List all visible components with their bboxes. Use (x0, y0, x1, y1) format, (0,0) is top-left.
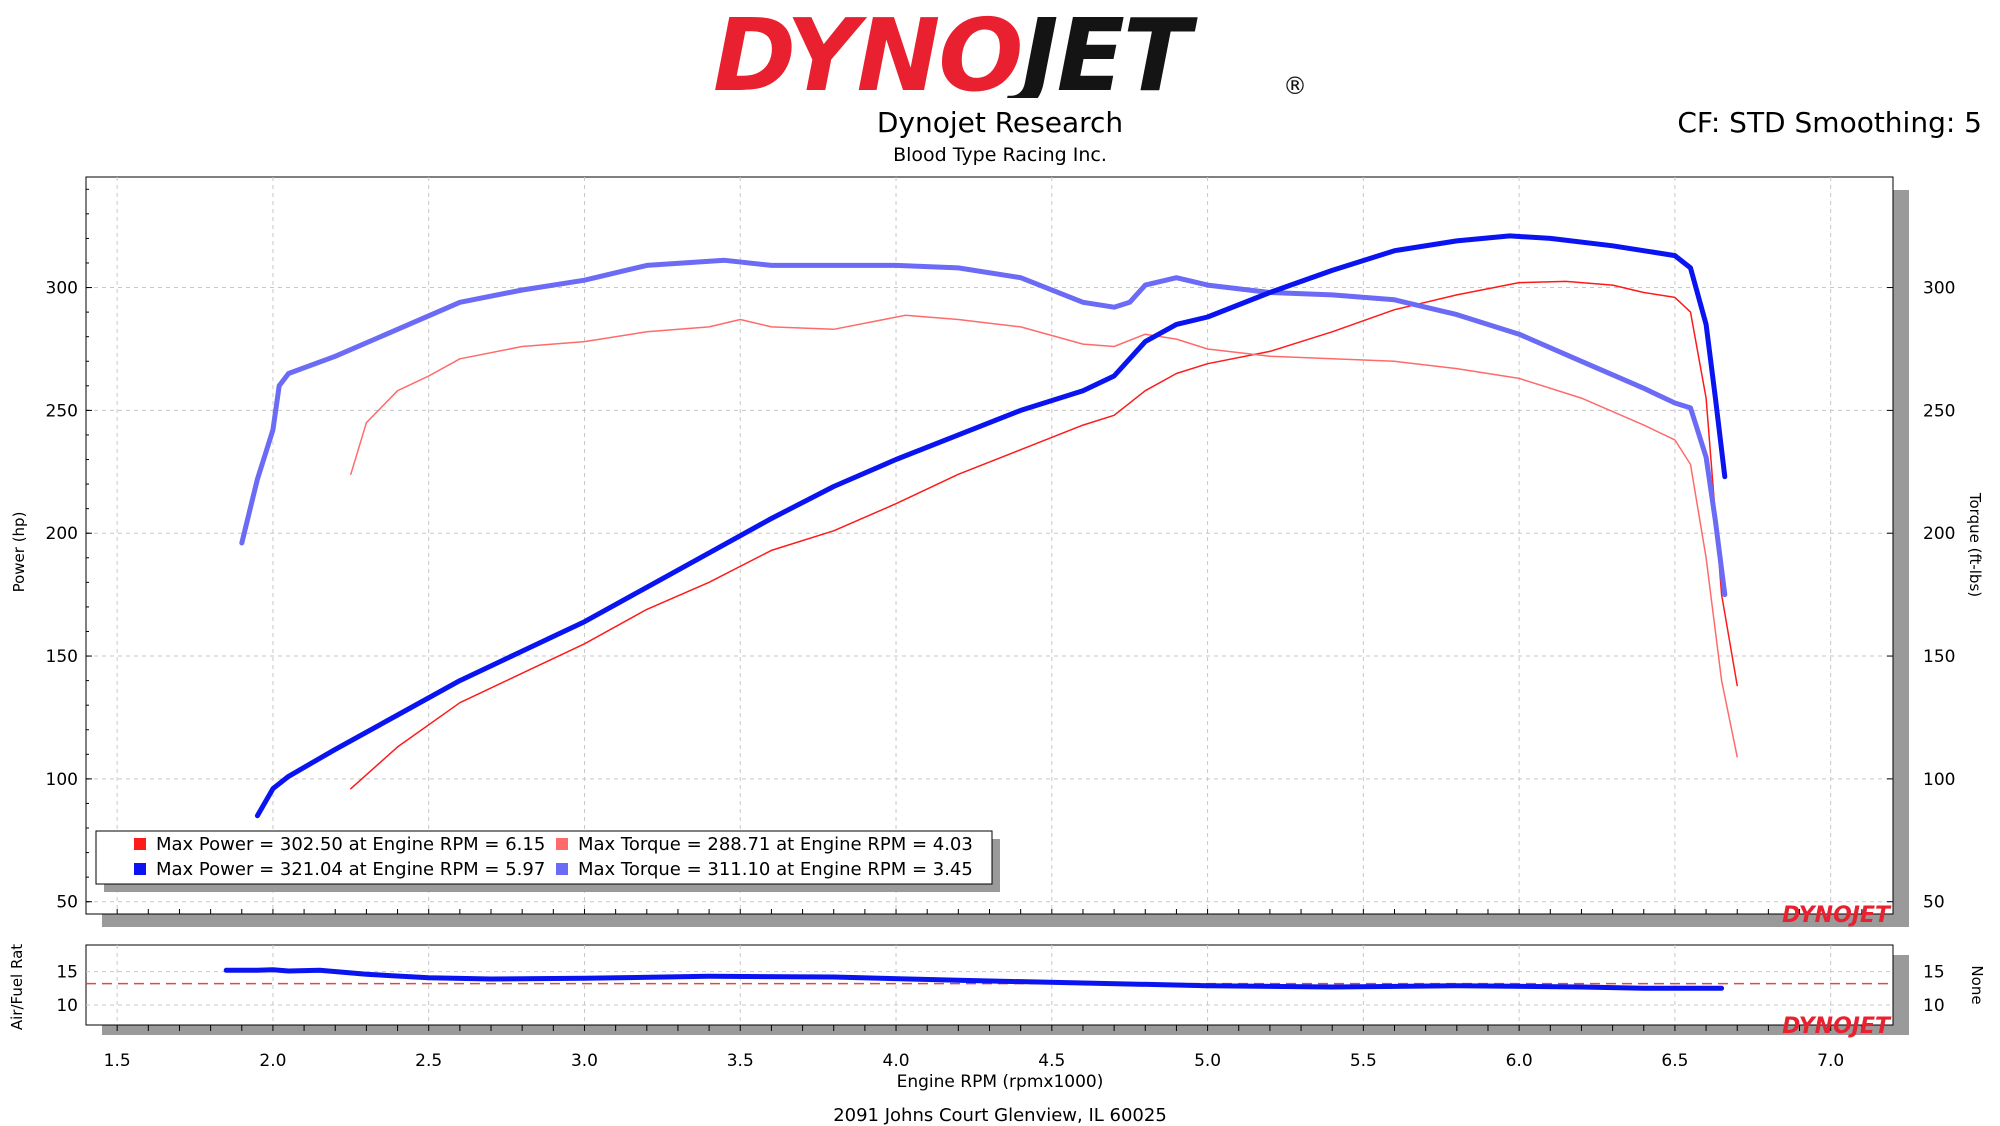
legend-swatch-torque-blue (556, 863, 568, 875)
legend-swatch-torque-red (556, 838, 568, 850)
legend-entry-power-blue: Max Power = 321.04 at Engine RPM = 5.97 (156, 859, 545, 880)
x-tick-label: 3.0 (571, 1051, 598, 1071)
dynojet-logo: DYNOJET ® (713, 6, 1305, 98)
x-tick-label: 4.5 (1038, 1051, 1065, 1071)
legend-entry-torque-blue: Max Torque = 311.10 at Engine RPM = 3.45 (578, 859, 973, 880)
main-plot-frame (85, 176, 1894, 915)
legend-swatch-power-red (134, 838, 146, 850)
x-tick-label: 2.0 (259, 1051, 286, 1071)
x-tick-label: 6.0 (1506, 1051, 1533, 1071)
x-axis-label: Engine RPM (rpmx1000) (897, 1072, 1104, 1092)
legend-swatch-power-blue (134, 863, 146, 875)
y-axis-label: Power (hp) (10, 512, 28, 593)
series-line-power-0 (350, 280, 1738, 790)
x-tick-label: 6.5 (1661, 1051, 1688, 1071)
y-tick-label: 100 (46, 770, 78, 790)
y2-tick-label: 50 (1923, 893, 1945, 913)
y-tick-label: 250 (46, 401, 78, 421)
y2-tick-label: 200 (1923, 524, 1955, 544)
legend-entry-torque-red: Max Torque = 288.71 at Engine RPM = 4.03 (578, 834, 973, 855)
legend-box (95, 830, 993, 885)
x-tick-label: 5.0 (1194, 1051, 1221, 1071)
legend: Max Power = 302.50 at Engine RPM = 6.15 … (95, 830, 1000, 892)
y-tick-label: 150 (46, 647, 78, 667)
y-tick-label: 50 (56, 893, 78, 913)
series-line-torque-3 (239, 257, 1728, 598)
watermark-main: DYNOJET (1782, 903, 1892, 928)
watermark-afr: DYNOJET (1782, 1014, 1892, 1039)
y2-tick-label: 150 (1923, 647, 1955, 667)
x-tick-label: 7.0 (1817, 1051, 1844, 1071)
y-tick-label: 300 (46, 279, 78, 299)
main-grid (86, 177, 1893, 914)
footer-address: 2091 Johns Court Glenview, IL 60025 (833, 1105, 1167, 1126)
x-tick-label: 1.5 (104, 1051, 131, 1071)
afr-y2-axis-label: None (1968, 965, 1986, 1004)
afr-y2-tick-label: 15 (1923, 963, 1945, 983)
logo-wordmark: DYNOJET (713, 6, 1198, 98)
chart-subtitle: Blood Type Racing Inc. (893, 144, 1107, 166)
x-tick-label: 3.5 (727, 1051, 754, 1071)
y2-tick-label: 250 (1923, 401, 1955, 421)
y2-tick-label: 100 (1923, 770, 1955, 790)
registered-mark: ® (1283, 72, 1305, 98)
legend-entry-power-red: Max Power = 302.50 at Engine RPM = 6.15 (156, 834, 545, 855)
y2-tick-label: 300 (1923, 279, 1955, 299)
afr-y2-tick-label: 10 (1923, 996, 1945, 1016)
y-tick-label: 200 (46, 524, 78, 544)
afr-y-tick-label: 15 (56, 963, 78, 983)
afr-y-tick-label: 10 (56, 996, 78, 1016)
afr-y-axis-label: Air/Fuel Rat (8, 944, 26, 1030)
chart-title: Dynojet Research (876, 106, 1124, 139)
afr-grid (86, 945, 1893, 1025)
series-line-afr-0 (223, 967, 1725, 991)
afr-plot-frame (85, 944, 1894, 1026)
y2-axis-label: Torque (ft-lbs) (1966, 492, 1984, 597)
x-tick-label: 5.5 (1350, 1051, 1377, 1071)
series-line-torque-2 (350, 314, 1738, 758)
series-layer (223, 233, 1738, 991)
x-tick-label: 4.0 (883, 1051, 910, 1071)
correction-settings: CF: STD Smoothing: 5 (1677, 106, 1982, 139)
series-line-power-1 (254, 233, 1728, 819)
main-axis-ticks: 1.5 2.0 2.5 3.0 3.5 4.0 4.5 5.0 5.5 6.0 6.5 7.0 50 10… (46, 188, 1955, 1071)
afr-axis-ticks: 10 15 10 15 (56, 963, 1945, 1031)
x-tick-label: 2.5 (415, 1051, 442, 1071)
